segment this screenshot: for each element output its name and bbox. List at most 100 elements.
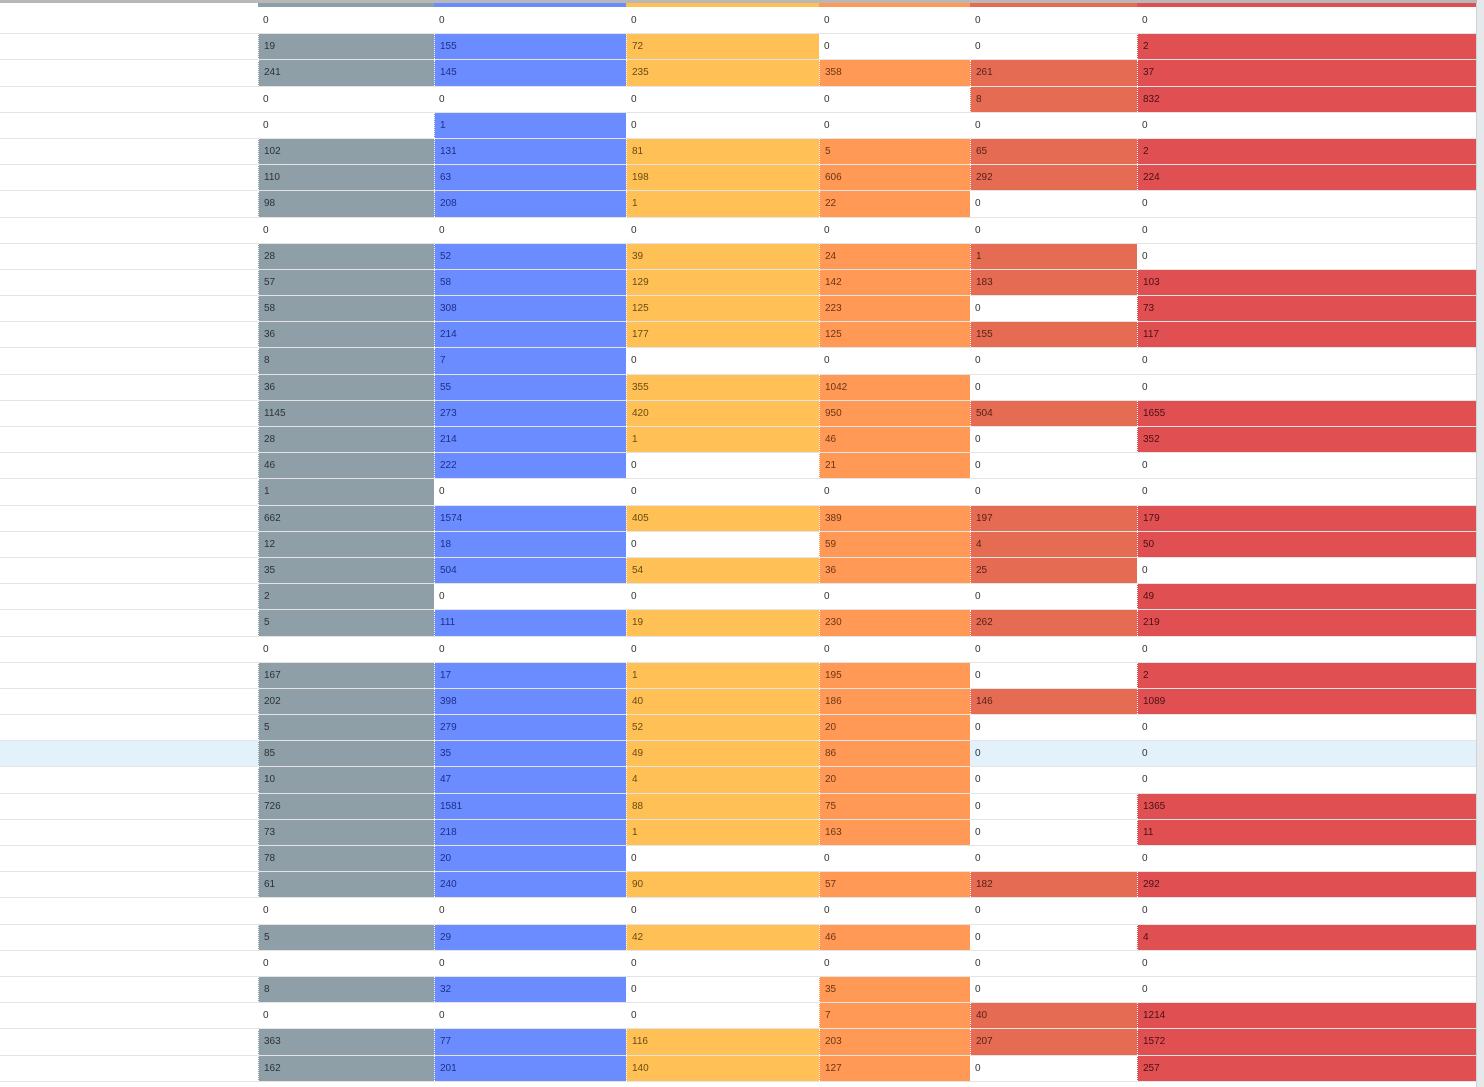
value-cell-col2[interactable]: 63: [434, 165, 626, 191]
value-cell-col1[interactable]: 85: [258, 741, 434, 767]
value-cell-col4[interactable]: 230: [819, 610, 970, 636]
value-cell-col1[interactable]: 241: [258, 60, 434, 86]
row-label-cell[interactable]: [0, 479, 258, 504]
table-row[interactable]: 73 218 1 163 0 11: [0, 819, 1477, 846]
value-cell-col1[interactable]: 2: [258, 584, 434, 610]
table-row[interactable]: 0 0 0 0 0 0: [0, 8, 1477, 35]
value-cell-col1[interactable]: 162: [258, 1055, 434, 1081]
value-cell-col6[interactable]: 0: [1142, 748, 1148, 760]
value-cell-col4[interactable]: 223: [819, 296, 970, 322]
value-cell-col5[interactable]: 0: [975, 381, 981, 393]
value-cell-col4[interactable]: 186: [819, 688, 970, 715]
value-cell-col3[interactable]: 140: [626, 1055, 819, 1081]
value-cell-col6[interactable]: 117: [1137, 322, 1477, 348]
value-cell-col1[interactable]: 0: [263, 93, 269, 105]
row-label-cell[interactable]: [0, 322, 258, 347]
value-cell-col4[interactable]: 0: [824, 905, 830, 917]
value-cell-col1[interactable]: 58: [258, 296, 434, 322]
value-cell-col6[interactable]: 832: [1137, 86, 1477, 112]
value-cell-col3[interactable]: 54: [626, 557, 819, 584]
value-cell-col5[interactable]: 504: [970, 400, 1137, 426]
value-cell-col2[interactable]: 0: [439, 93, 445, 105]
row-label-cell[interactable]: [0, 401, 258, 426]
value-cell-col2[interactable]: 131: [434, 138, 626, 165]
value-cell-col6[interactable]: 2: [1137, 138, 1477, 165]
value-cell-col5[interactable]: 0: [975, 800, 981, 812]
value-cell-col2[interactable]: 35: [434, 741, 626, 767]
value-cell-col1[interactable]: 0: [263, 957, 269, 969]
value-cell-col1[interactable]: 0: [263, 905, 269, 917]
value-cell-col6[interactable]: 2: [1137, 34, 1477, 60]
value-cell-col1[interactable]: 36: [258, 374, 434, 400]
value-cell-col1[interactable]: 5: [258, 715, 434, 741]
row-label-cell[interactable]: [0, 348, 258, 373]
table-row[interactable]: 363 77 116 203 207 1572: [0, 1029, 1477, 1056]
value-cell-col5[interactable]: 262: [970, 610, 1137, 636]
value-cell-col1[interactable]: 36: [258, 322, 434, 348]
value-cell-col2[interactable]: 279: [434, 715, 626, 741]
value-cell-col1[interactable]: 726: [258, 793, 434, 819]
table-row[interactable]: 167 17 1 195 0 2: [0, 662, 1477, 689]
value-cell-col5[interactable]: 0: [975, 643, 981, 655]
value-cell-col4[interactable]: 46: [819, 427, 970, 453]
value-cell-col4[interactable]: 20: [819, 767, 970, 793]
row-label-cell[interactable]: [0, 820, 258, 845]
row-label-cell[interactable]: [0, 1056, 258, 1081]
table-row[interactable]: 0 0 0 0 0 0: [0, 218, 1477, 244]
value-cell-col5[interactable]: 0: [975, 224, 981, 236]
value-cell-col6[interactable]: 73: [1137, 296, 1477, 322]
value-cell-col6[interactable]: 0: [1142, 905, 1148, 917]
value-cell-col1[interactable]: 1: [258, 479, 434, 505]
row-label-cell[interactable]: [0, 846, 258, 871]
value-cell-col3[interactable]: 1: [626, 191, 819, 217]
value-cell-col1[interactable]: 5: [258, 610, 434, 636]
value-cell-col4[interactable]: 950: [819, 400, 970, 426]
value-cell-col3[interactable]: 72: [626, 34, 819, 60]
value-cell-col3[interactable]: 88: [626, 793, 819, 819]
value-cell-col6[interactable]: 0: [1142, 564, 1148, 576]
value-cell-col6[interactable]: 292: [1137, 872, 1477, 898]
value-cell-col3[interactable]: 0: [631, 905, 637, 917]
value-cell-col5[interactable]: 0: [975, 983, 981, 995]
value-cell-col6[interactable]: 0: [1142, 381, 1148, 393]
value-cell-col1[interactable]: 78: [258, 846, 434, 872]
value-cell-col3[interactable]: 0: [631, 119, 637, 131]
value-cell-col2[interactable]: 1: [434, 112, 626, 138]
value-cell-col1[interactable]: 0: [263, 643, 269, 655]
value-cell-col5[interactable]: 0: [975, 41, 981, 53]
value-cell-col4[interactable]: 59: [819, 531, 970, 557]
table-row[interactable]: 46 222 0 21 0 0: [0, 453, 1477, 480]
row-label-cell[interactable]: [0, 794, 258, 819]
table-row[interactable]: 78 20 0 0 0 0: [0, 846, 1477, 873]
value-cell-col2[interactable]: 17: [434, 662, 626, 688]
value-cell-col4[interactable]: 163: [819, 819, 970, 845]
value-cell-col3[interactable]: 198: [626, 165, 819, 191]
value-cell-col2[interactable]: 222: [434, 453, 626, 479]
value-cell-col3[interactable]: 0: [631, 957, 637, 969]
value-cell-col5[interactable]: 0: [975, 119, 981, 131]
row-label-cell[interactable]: [0, 8, 258, 33]
row-label-cell[interactable]: [0, 453, 258, 478]
value-cell-col3[interactable]: 49: [626, 741, 819, 767]
value-cell-col4[interactable]: 20: [819, 715, 970, 741]
value-cell-col4[interactable]: 75: [819, 793, 970, 819]
value-cell-col4[interactable]: 22: [819, 191, 970, 217]
value-cell-col6[interactable]: 0: [1142, 250, 1148, 262]
value-cell-col4[interactable]: 195: [819, 662, 970, 688]
value-cell-col1[interactable]: 98: [258, 191, 434, 217]
value-cell-col4[interactable]: 0: [824, 93, 830, 105]
value-cell-col5[interactable]: 0: [975, 303, 981, 315]
value-cell-col2[interactable]: 201: [434, 1055, 626, 1081]
table-row[interactable]: 5 279 52 20 0 0: [0, 715, 1477, 742]
row-label-cell[interactable]: [0, 270, 258, 295]
value-cell-col1[interactable]: 363: [258, 1029, 434, 1055]
table-row[interactable]: 2 0 0 0 0 49: [0, 584, 1477, 611]
value-cell-col2[interactable]: 29: [434, 924, 626, 950]
table-row[interactable]: 28 52 39 24 1 0: [0, 243, 1477, 270]
value-cell-col4[interactable]: 36: [819, 557, 970, 584]
value-cell-col6[interactable]: 352: [1137, 427, 1477, 453]
value-cell-col5[interactable]: 0: [975, 355, 981, 367]
value-cell-col3[interactable]: 4: [626, 767, 819, 793]
value-cell-col2[interactable]: 308: [434, 296, 626, 322]
value-cell-col5[interactable]: 0: [975, 853, 981, 864]
